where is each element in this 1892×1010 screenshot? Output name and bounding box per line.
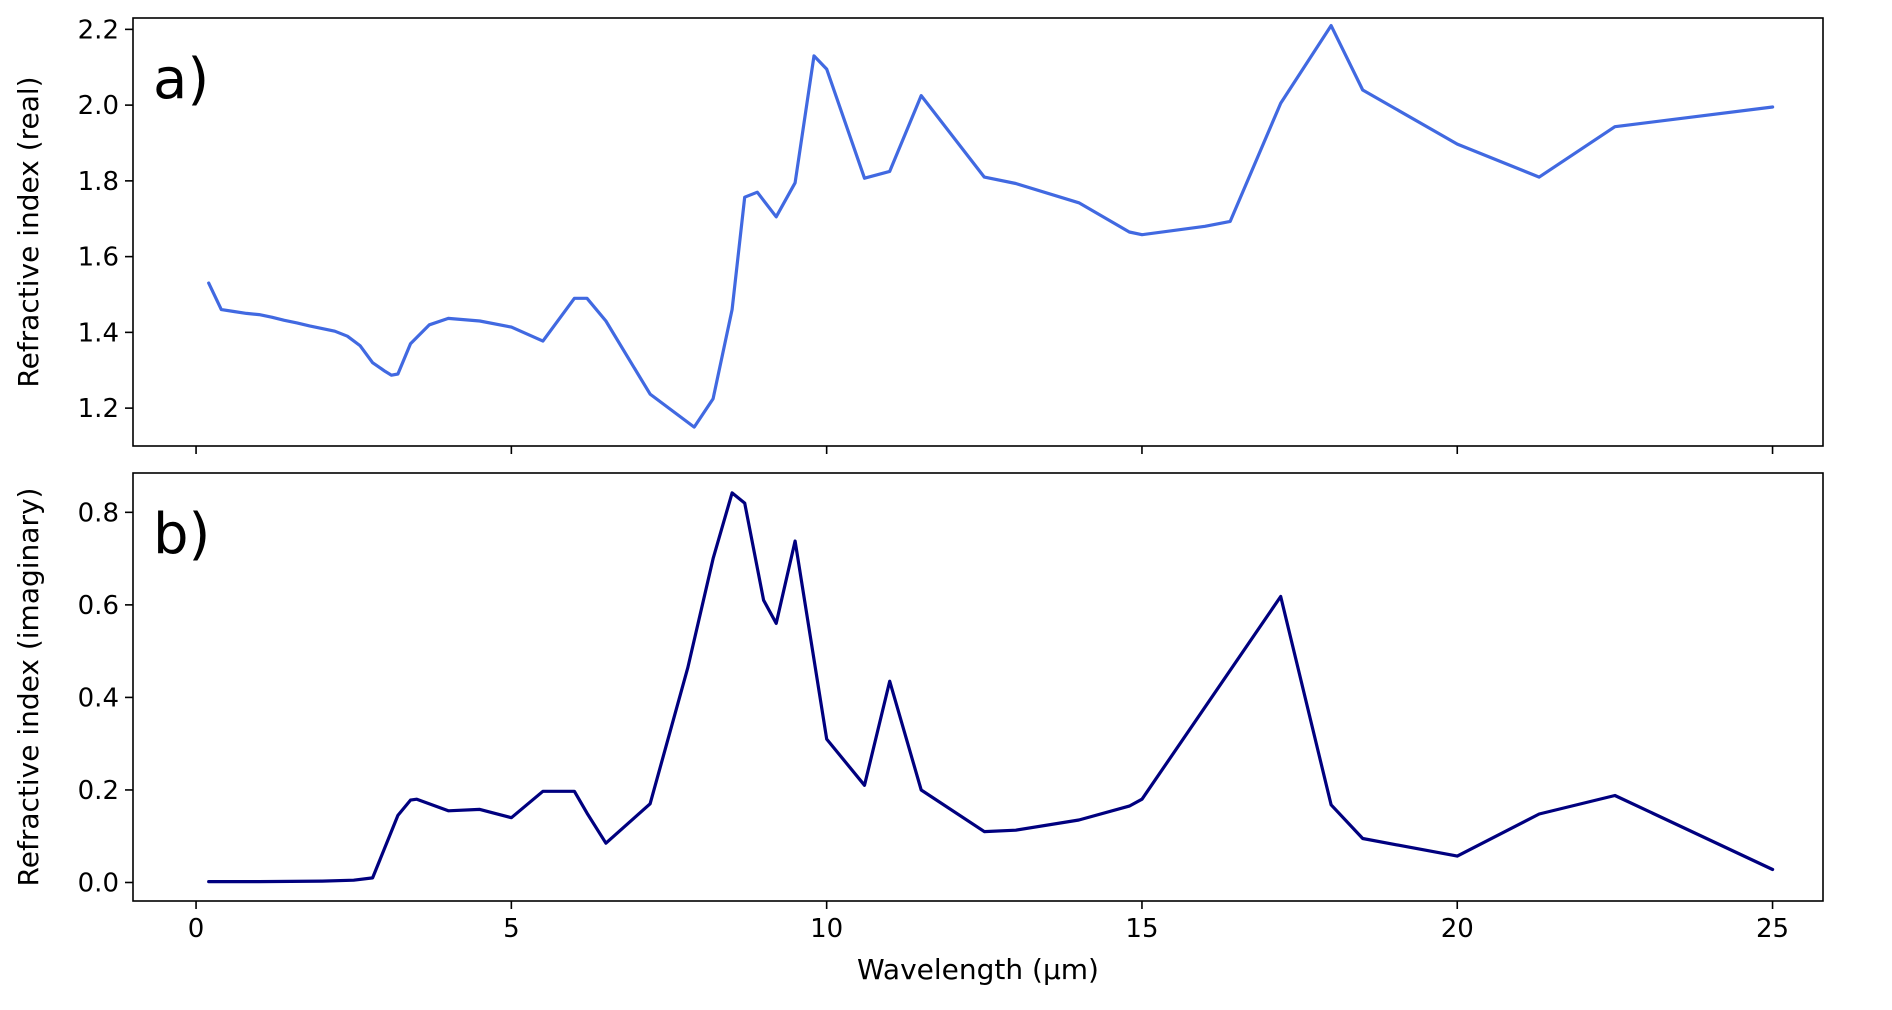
plot-frame-b (132, 472, 1824, 902)
x-axis-title-wavelength: Wavelength (μm) (857, 953, 1099, 986)
y-tick-label: 0.2 (78, 776, 119, 806)
x-tick-label: 15 (1125, 914, 1158, 944)
y-tick-label: 2.2 (78, 15, 119, 45)
x-tick-label: 10 (810, 914, 843, 944)
x-tick-label: 0 (188, 914, 205, 944)
x-tick-label: 5 (503, 914, 520, 944)
series-line-real (207, 24, 1775, 429)
panel-b-imaginary-index: b) Refractive index (imaginary) 0.00.20.… (12, 472, 1824, 986)
panel-label-a: a) (153, 47, 209, 112)
panel-a-real-index: a) Refractive index (real) 1.2 1.4 1.6 1.8 2… (12, 15, 1824, 454)
y-tick-label: 2.0 (78, 91, 119, 121)
y-tick-label: 0.4 (78, 683, 119, 713)
y-axis-title-imaginary: Refractive index (imaginary) (12, 488, 45, 887)
ticks-group-imaginary: 0.0 0.2 0.4 0.6 0.8 0 5 10 15 20 25 (78, 498, 1789, 944)
series-group-real (207, 24, 1775, 429)
series-line-imaginary (207, 491, 1775, 884)
ticks-group-real: 1.2 1.4 1.6 1.8 2.0 2.2 (78, 15, 1774, 454)
y-tick-label: 1.2 (78, 394, 119, 424)
series-group-imaginary (207, 491, 1775, 884)
plot-frame-a (132, 17, 1824, 447)
y-tick-label: 1.6 (78, 243, 119, 273)
y-tick-label: 1.8 (78, 167, 119, 197)
y-tick-label: 0.6 (78, 591, 119, 621)
panel-label-b: b) (153, 502, 210, 567)
y-tick-label: 0.8 (78, 498, 119, 528)
x-tick-label: 20 (1441, 914, 1474, 944)
x-tick-label: 25 (1756, 914, 1789, 944)
y-axis-title-real: Refractive index (real) (12, 76, 45, 387)
y-tick-label: 1.4 (78, 318, 119, 348)
y-tick-label: 0.0 (78, 868, 119, 898)
